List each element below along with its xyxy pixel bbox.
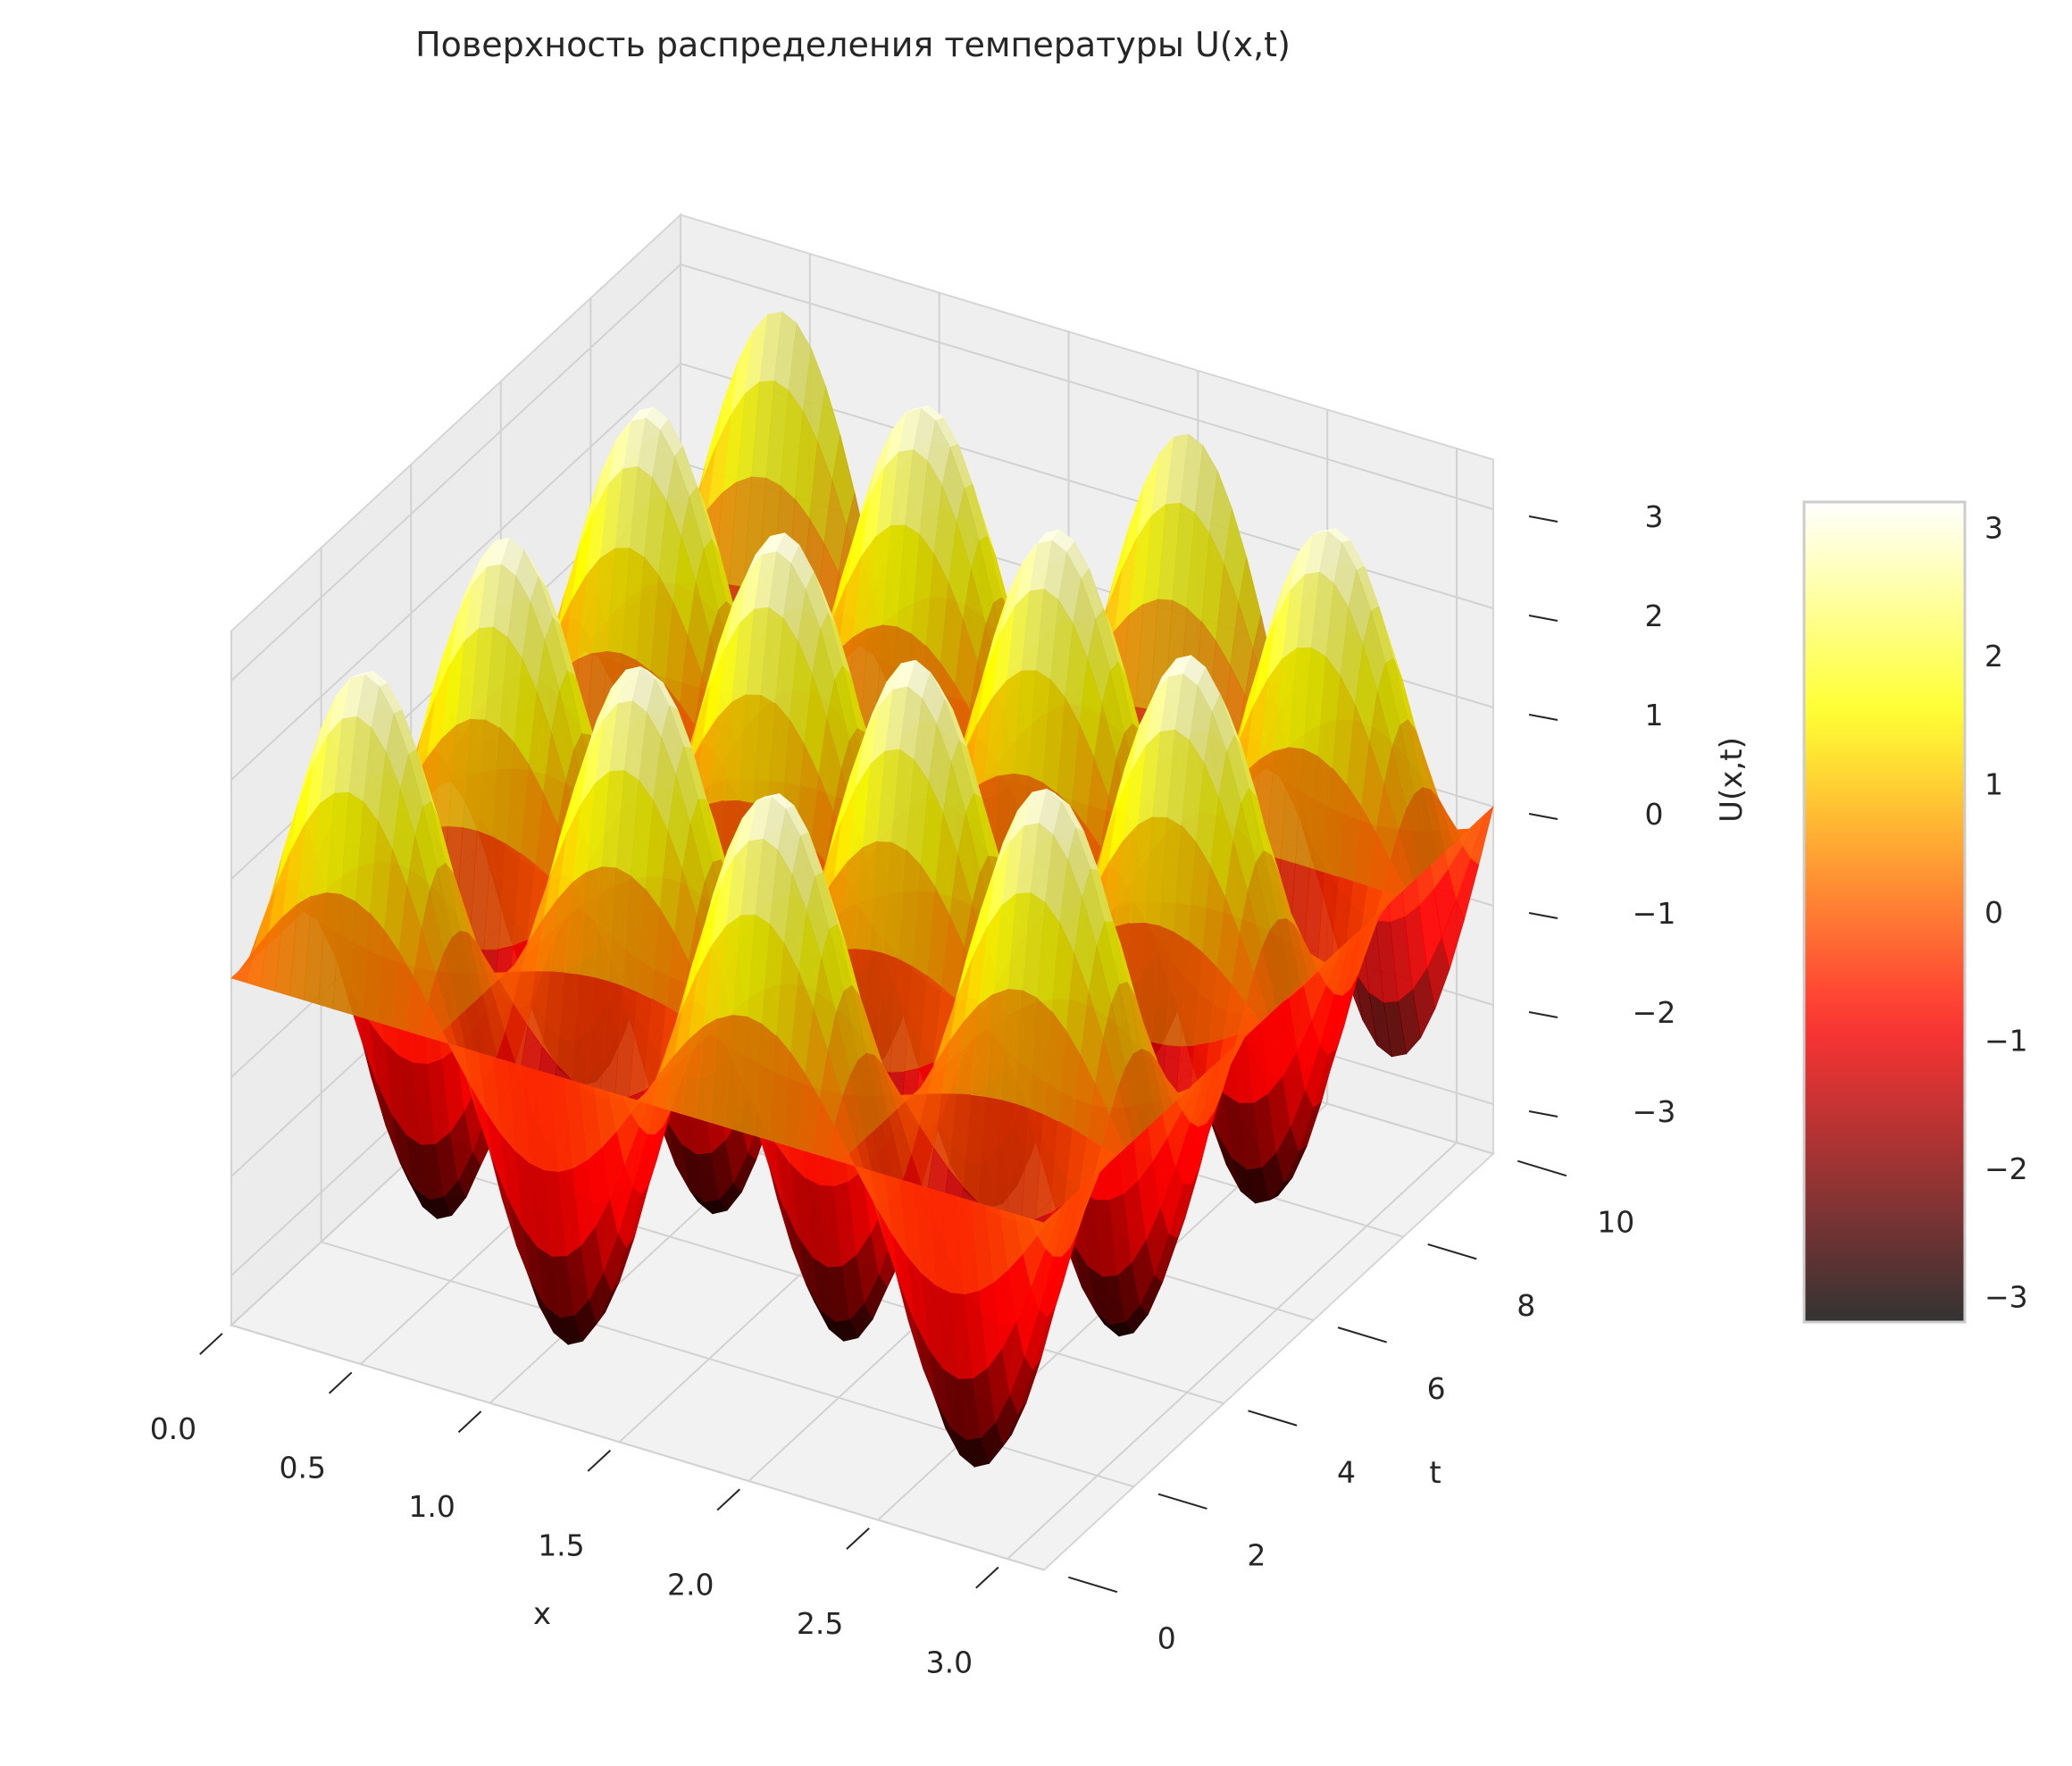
- chart-title: Поверхность распределения температуры U(…: [415, 25, 1291, 64]
- t-tick-mark: [1248, 1410, 1298, 1427]
- surface-facet: [1029, 1215, 1053, 1236]
- colorbar-tick-label: −3: [1984, 1279, 2028, 1314]
- floor-gridline-t: [230, 1324, 1045, 1571]
- colorbar-tick-label: 2: [1984, 639, 2003, 674]
- t-tick-mark: [1157, 1493, 1207, 1510]
- z-tick-label: 1: [1645, 698, 1664, 732]
- colorbar-gradient: [1802, 500, 1967, 1324]
- x-tick-mark: [457, 1410, 482, 1434]
- colorbar-tick-label: 3: [1984, 511, 2003, 546]
- t-tick-label: 4: [1337, 1454, 1356, 1489]
- x-tick-label: 2.0: [667, 1567, 714, 1602]
- z-tick-label: 0: [1645, 797, 1664, 832]
- z-tick-label: −2: [1633, 995, 1676, 1030]
- t-tick-label: 8: [1516, 1288, 1535, 1323]
- x-tick-mark: [975, 1566, 999, 1589]
- t-axis-label: t: [1429, 1455, 1441, 1491]
- x-tick-mark: [587, 1449, 612, 1472]
- t-tick-mark: [1427, 1243, 1477, 1260]
- colorbar-tick-label: 0: [1984, 895, 2003, 930]
- z-tick-label: −3: [1633, 1094, 1676, 1129]
- wall-gridline-z: [230, 363, 681, 781]
- t-tick-mark: [1337, 1327, 1387, 1343]
- x-tick-mark: [199, 1333, 223, 1355]
- x-tick-label: 0.5: [280, 1450, 326, 1485]
- z-tick-label: −1: [1633, 896, 1676, 931]
- x-tick-label: 2.5: [797, 1606, 843, 1641]
- x-tick-label: 1.0: [408, 1489, 455, 1524]
- t-tick-mark: [1068, 1576, 1118, 1594]
- x-tick-label: 0.0: [150, 1411, 196, 1446]
- x-tick-mark: [328, 1371, 353, 1394]
- x-tick-mark: [716, 1488, 740, 1511]
- surface-mesh: [230, 311, 1494, 1468]
- z-tick-mark: [1528, 912, 1558, 919]
- colorbar: 3 2 1 0 −1 −2 −3: [1802, 500, 2028, 1324]
- z-tick-mark: [1528, 615, 1558, 622]
- z-tick-mark: [1528, 813, 1558, 820]
- x-tick-label: 3.0: [926, 1645, 973, 1679]
- colorbar-tick-label: 1: [1984, 767, 2003, 802]
- z-tick-mark: [1528, 1011, 1558, 1018]
- wall-gridline-z: [230, 264, 681, 682]
- x-tick-label: 1.5: [538, 1528, 584, 1563]
- x-tick-mark: [846, 1527, 870, 1550]
- z-tick-mark: [1528, 714, 1558, 721]
- z-tick-mark: [1528, 515, 1558, 523]
- z-tick-label: 2: [1645, 598, 1664, 633]
- x-axis-label: x: [533, 1596, 551, 1632]
- t-tick-label: 6: [1427, 1371, 1446, 1406]
- t-tick-label: 2: [1247, 1538, 1266, 1573]
- z-tick-label: 3: [1645, 499, 1664, 534]
- t-tick-label: 0: [1157, 1621, 1176, 1656]
- z-axis-label: U(x,t): [1714, 737, 1750, 823]
- colorbar-tick-label: −2: [1984, 1151, 2028, 1186]
- colorbar-tick-label: −1: [1984, 1023, 2028, 1058]
- wall-gridline-z: [680, 264, 1494, 510]
- axis-ticks: 0.0 0.5 1.0 1.5 2.0 2.5 3.0 0 2 4 6 8 10 −3 −2 −1 0 1 2 3: [150, 499, 1676, 1679]
- floor-gridline-x: [1007, 1142, 1458, 1560]
- z-tick-mark: [1528, 1110, 1558, 1117]
- t-tick-mark: [1517, 1159, 1567, 1177]
- t-tick-label: 10: [1597, 1205, 1634, 1240]
